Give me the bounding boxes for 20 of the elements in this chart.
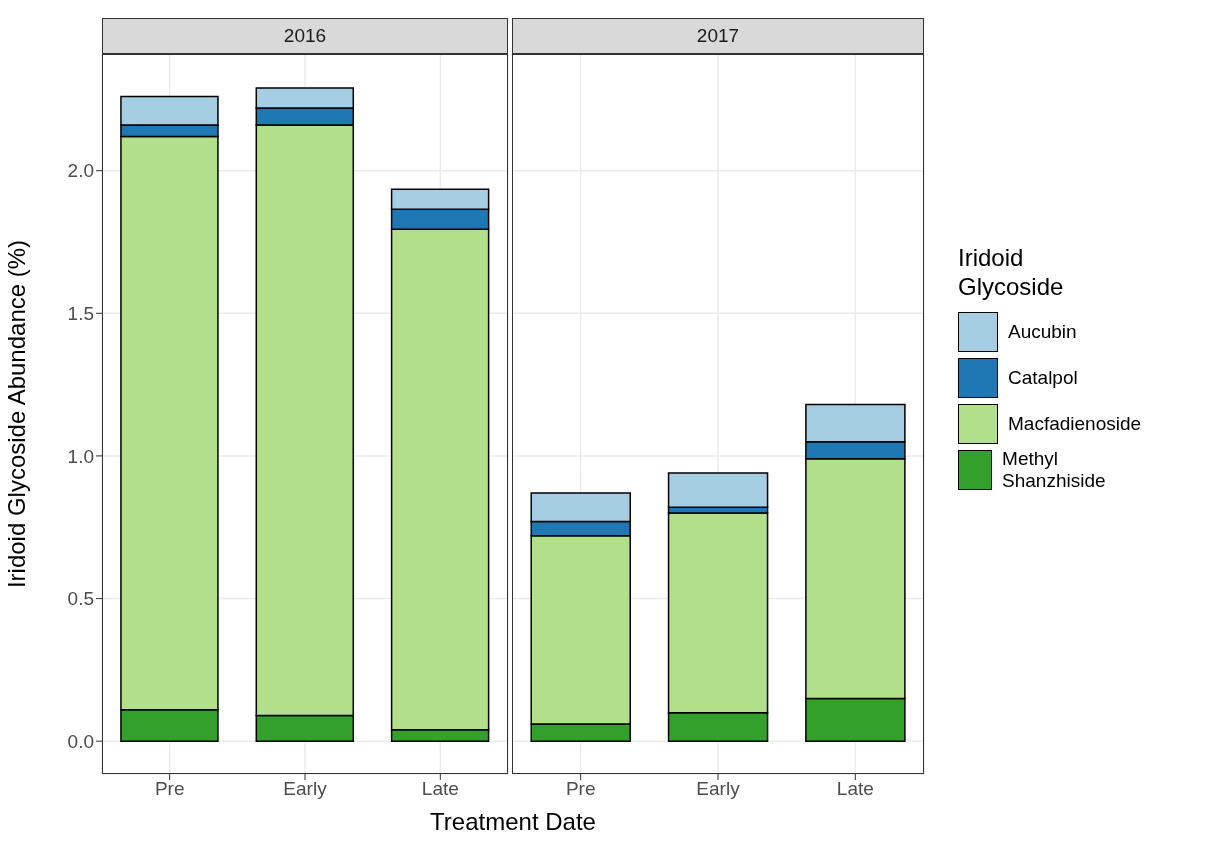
y-tick-label: 1.0 xyxy=(67,445,94,467)
x-tick-label: Pre xyxy=(565,778,596,800)
legend-label: Macfadienoside xyxy=(1008,413,1142,435)
x-tick-label: Late xyxy=(421,778,459,800)
y-tick-label: 2.0 xyxy=(67,160,94,182)
x-tick-label: Early xyxy=(283,778,328,800)
x-tick-label: Early xyxy=(696,778,741,800)
y-tick-label: 1.5 xyxy=(67,303,94,325)
y-tick-label: 0.5 xyxy=(67,588,94,610)
legend-label: Methyl Shanzhiside xyxy=(1002,448,1107,492)
x-tick-label: Pre xyxy=(154,778,185,800)
x-tick-label: Late xyxy=(836,778,874,800)
legend-title: Iridoid Glycoside xyxy=(958,243,1065,301)
y-axis-title: Iridoid Glycoside Abundance (%) xyxy=(2,239,30,589)
legend-label: Aucubin xyxy=(1008,321,1077,343)
y-tick-label: 0.0 xyxy=(67,730,94,752)
chart-title: 2016 xyxy=(102,18,508,54)
chart-title: 2017 xyxy=(512,18,924,54)
x-axis-title: Treatment Date xyxy=(429,808,597,836)
legend-label: Catalpol xyxy=(1008,367,1078,389)
